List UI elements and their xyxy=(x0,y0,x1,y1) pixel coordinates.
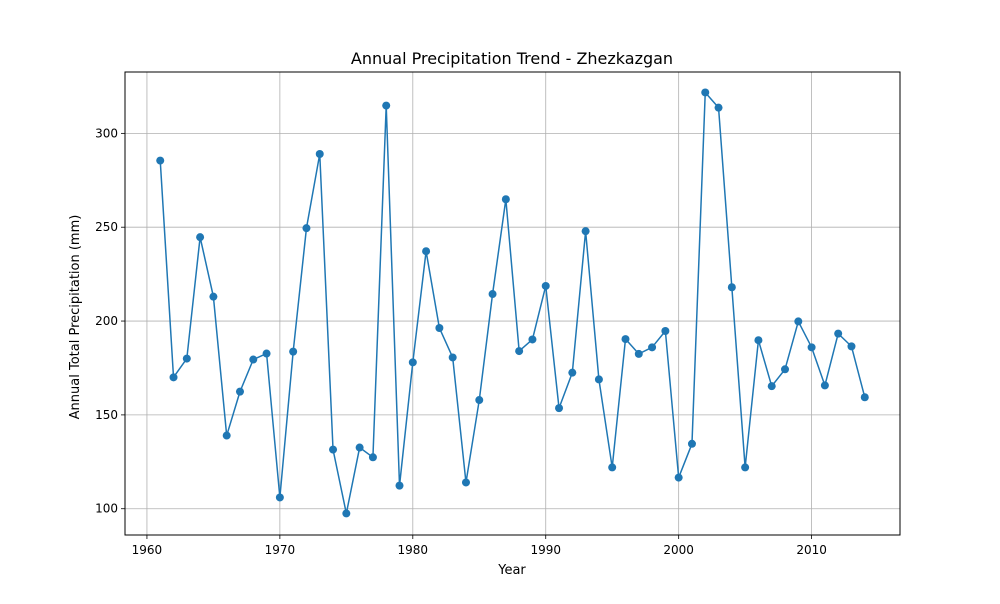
data-point xyxy=(475,396,484,405)
data-point xyxy=(541,281,550,290)
y-tick-label: 300 xyxy=(95,126,118,140)
data-point xyxy=(727,283,736,292)
data-point xyxy=(634,349,643,358)
data-point xyxy=(515,347,524,356)
data-point xyxy=(741,463,750,472)
data-point xyxy=(368,453,377,462)
y-tick-label: 200 xyxy=(95,314,118,328)
data-point xyxy=(169,373,178,382)
x-tick-label: 1960 xyxy=(132,543,163,557)
y-tick-label: 100 xyxy=(95,502,118,516)
data-point xyxy=(435,323,444,332)
data-series xyxy=(156,88,869,518)
data-point xyxy=(235,387,244,396)
data-point xyxy=(329,445,338,454)
data-point xyxy=(275,493,284,502)
data-point xyxy=(382,101,391,110)
x-tick-label: 2010 xyxy=(796,543,827,557)
data-point xyxy=(196,233,205,242)
data-point xyxy=(395,481,404,490)
data-point xyxy=(448,353,457,362)
x-tick-label: 1990 xyxy=(530,543,561,557)
axis-ticks: 1960 1970 1980 1990 2000 2010 100 150 200 250 300 xyxy=(95,126,827,557)
data-point xyxy=(222,431,231,440)
data-point xyxy=(820,381,829,390)
data-point xyxy=(781,365,790,374)
data-point xyxy=(262,349,271,358)
y-axis-label: Annual Total Precipitation (mm) xyxy=(68,215,83,420)
data-point xyxy=(701,88,710,97)
x-tick-label: 2000 xyxy=(663,543,694,557)
x-tick-label: 1970 xyxy=(265,543,296,557)
data-point xyxy=(621,335,630,344)
data-point xyxy=(847,342,856,351)
chart-title: Annual Precipitation Trend - Zhezkazgan xyxy=(351,49,673,68)
data-point xyxy=(461,478,470,487)
data-point xyxy=(408,358,417,367)
data-point xyxy=(182,354,191,363)
x-tick-label: 1980 xyxy=(398,543,429,557)
data-point xyxy=(156,156,165,165)
data-point xyxy=(661,326,670,335)
data-point xyxy=(648,343,657,352)
data-point xyxy=(581,227,590,236)
data-point xyxy=(568,368,577,377)
data-point xyxy=(501,195,510,204)
data-point xyxy=(422,247,431,256)
y-tick-label: 250 xyxy=(95,220,118,234)
data-point xyxy=(528,335,537,344)
series-line xyxy=(159,91,866,515)
data-point xyxy=(555,404,564,413)
grid-lines xyxy=(125,72,900,535)
x-axis-label: Year xyxy=(497,563,526,578)
data-point xyxy=(674,473,683,482)
data-point xyxy=(767,382,776,391)
data-point xyxy=(315,150,324,159)
data-point xyxy=(608,463,617,472)
data-point xyxy=(754,336,763,345)
data-point xyxy=(249,355,258,364)
data-point xyxy=(794,317,803,326)
data-point xyxy=(807,343,816,352)
data-point xyxy=(714,103,723,112)
data-point xyxy=(289,347,298,356)
data-point xyxy=(302,224,311,233)
data-point xyxy=(860,393,869,402)
data-point xyxy=(834,329,843,338)
data-point xyxy=(687,439,696,448)
data-point xyxy=(342,509,351,518)
data-point xyxy=(488,290,497,299)
data-point xyxy=(209,292,218,301)
plot-area-frame xyxy=(124,71,901,536)
data-point xyxy=(355,443,364,452)
data-point xyxy=(594,375,603,384)
y-tick-label: 150 xyxy=(95,408,118,422)
